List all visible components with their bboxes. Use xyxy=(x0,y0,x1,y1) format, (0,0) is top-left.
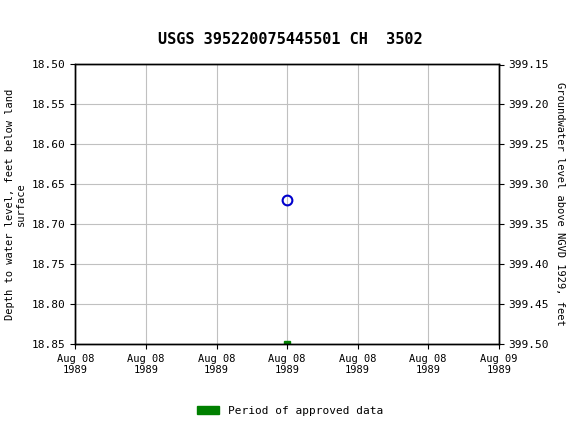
Legend: Period of approved data: Period of approved data xyxy=(193,401,387,420)
Text: ▒USGS: ▒USGS xyxy=(12,9,70,31)
Y-axis label: Depth to water level, feet below land
surface: Depth to water level, feet below land su… xyxy=(5,89,26,320)
Y-axis label: Groundwater level above NGVD 1929, feet: Groundwater level above NGVD 1929, feet xyxy=(554,83,564,326)
Text: USGS 395220075445501 CH  3502: USGS 395220075445501 CH 3502 xyxy=(158,32,422,47)
